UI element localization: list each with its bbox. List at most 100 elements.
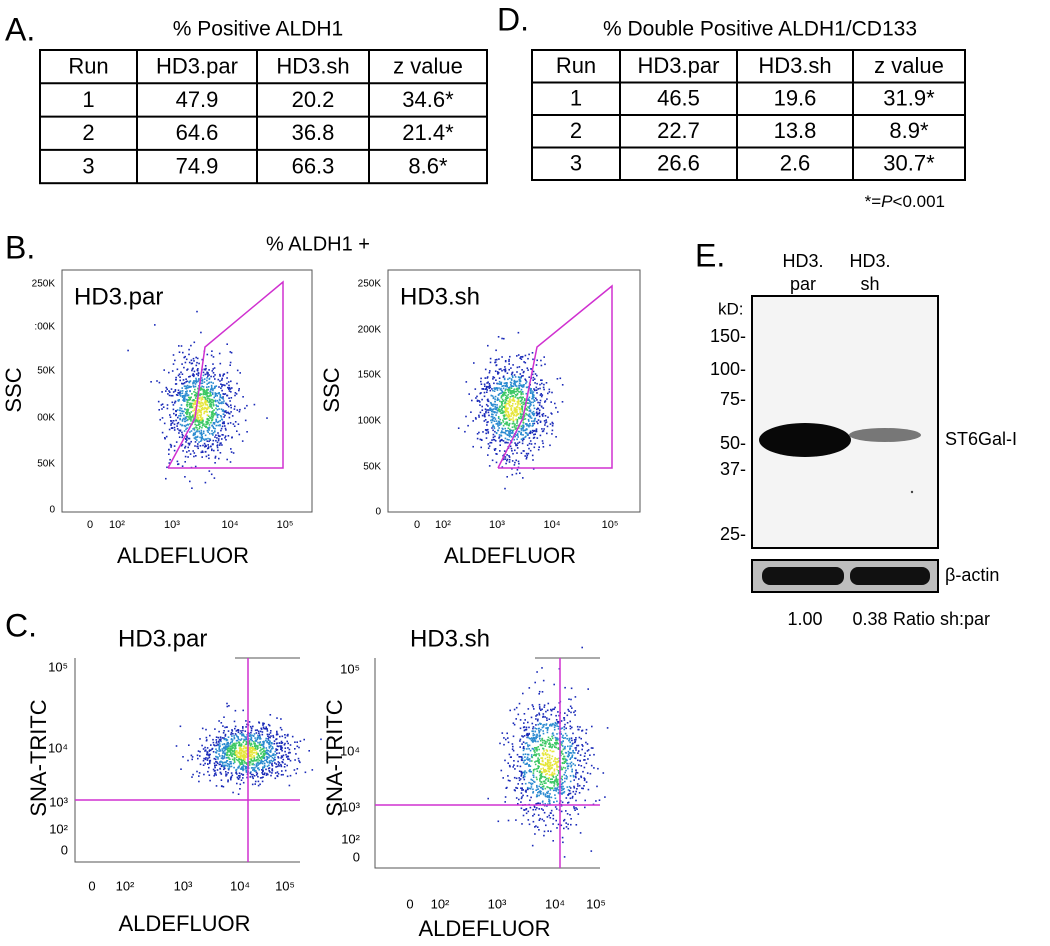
dot [520,766,522,768]
dot [496,462,498,464]
dot [528,424,530,426]
dot [527,744,529,746]
table-header: HD3.sh [758,53,831,78]
dot [203,404,205,406]
dot [555,737,557,739]
dot [554,742,556,744]
dot [552,738,554,740]
dot [243,769,245,771]
dot [199,428,201,430]
dot [249,752,251,754]
dot [235,726,237,728]
dot [484,420,486,422]
dot [532,845,534,847]
dot [536,747,538,749]
dot [555,820,557,822]
dot [175,420,177,422]
dot [209,780,211,782]
dot [577,772,579,774]
dot [194,428,196,430]
dot [524,398,526,400]
dot [581,749,583,751]
dot [249,747,251,749]
dot [202,394,204,396]
dot [489,408,491,410]
dot [591,765,593,767]
dot [250,755,252,757]
dot [547,426,549,428]
dot [496,387,498,389]
dot [551,781,553,783]
dot [534,382,536,384]
dot [221,757,223,759]
dot [511,374,513,376]
dot [486,391,488,393]
dot [567,763,569,765]
dot [515,445,517,447]
dot [193,456,195,458]
dot [281,749,283,751]
dot [521,399,523,401]
dot [492,418,494,420]
dot [192,368,194,370]
dot [267,730,269,732]
table-cell: 21.4* [402,120,454,145]
dot [566,778,568,780]
dot [281,729,283,731]
dot [298,758,300,760]
dot [240,754,242,756]
dot [576,788,578,790]
dot [500,440,502,442]
dot [262,768,264,770]
dot [567,722,569,724]
dot [530,440,532,442]
dot [205,374,207,376]
dot [218,440,220,442]
dot [574,808,576,810]
dot [509,436,511,438]
dot [239,411,241,413]
dot [542,759,544,761]
dot [228,745,230,747]
dot [518,756,520,758]
x-tick-label: 10⁴ [544,519,561,531]
dot [512,405,514,407]
dot [239,372,241,374]
dot [575,696,577,698]
dot [241,732,243,734]
dot [571,727,573,729]
dot [266,774,268,776]
dot [540,360,542,362]
dot [489,383,491,385]
dot [175,401,177,403]
dot [534,814,536,816]
dot [210,394,212,396]
dot [189,362,191,364]
dot [535,748,537,750]
dot [485,369,487,371]
dot [244,762,246,764]
dot [532,704,534,706]
dot [285,737,287,739]
dot [568,765,570,767]
dot [305,772,307,774]
dot [567,768,569,770]
dot [200,417,202,419]
dot [239,775,241,777]
dot [223,398,225,400]
dot [197,758,199,760]
dot [571,737,573,739]
dot [499,377,501,379]
x-axis-label: ALDEFLUOR [117,543,249,568]
dot [254,758,256,760]
dot [504,760,506,762]
y-tick-label: 150K [358,370,382,381]
dot [569,739,571,741]
dot [225,439,227,441]
dot [177,394,179,396]
dot [568,753,570,755]
dot [570,699,572,701]
dot [509,765,511,767]
dot [528,819,530,821]
dot [203,438,205,440]
